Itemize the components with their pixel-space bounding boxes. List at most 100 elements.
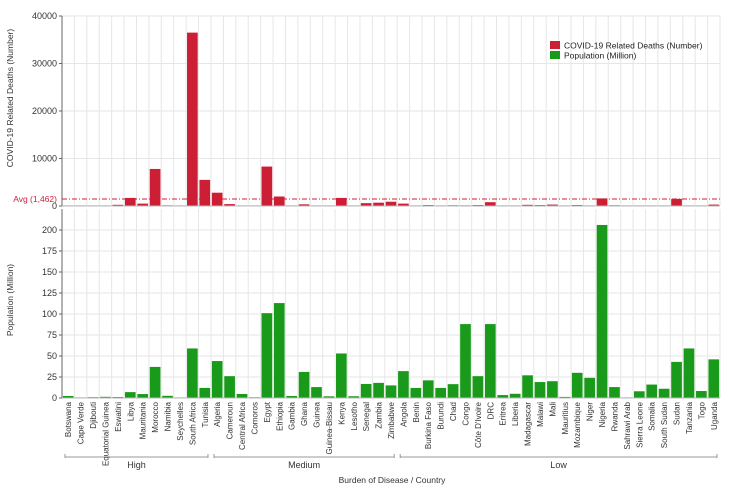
- population-bar-23: [348, 396, 360, 398]
- x-tick-label: Uganda: [710, 401, 719, 430]
- y-tick-deaths: 20000: [32, 106, 57, 116]
- x-tick-label: Benin: [412, 402, 421, 422]
- x-tick-label: Seychelles: [176, 402, 185, 441]
- deaths-bar-13: [224, 204, 235, 206]
- x-tick-label: Sudan: [673, 402, 682, 425]
- x-tick-label: Togo: [697, 401, 706, 419]
- population-bar-35: [497, 395, 509, 398]
- population-bar-31: [447, 384, 459, 398]
- y-tick-deaths: 30000: [32, 59, 57, 69]
- population-bar-22: [336, 353, 347, 398]
- y-tick-population: 175: [42, 246, 57, 256]
- population-bar-48: [658, 388, 670, 398]
- x-tick-label: Somalia: [648, 401, 657, 430]
- population-bar-42: [584, 377, 595, 398]
- population-bar-26: [385, 385, 397, 398]
- x-tick-label: Côte D'Ivoire: [474, 401, 483, 448]
- y-tick-population: 75: [47, 330, 57, 340]
- population-bar-41: [571, 372, 583, 398]
- x-tick-label: Tunisia: [201, 401, 210, 427]
- population-bar-52: [708, 359, 720, 398]
- x-tick-label: Lesotho: [350, 401, 359, 430]
- population-bar-33: [472, 376, 484, 398]
- x-tick-label: Gambia: [288, 401, 297, 430]
- population-bar-47: [646, 384, 658, 398]
- average-label: Avg (1,462): [13, 194, 57, 204]
- population-bar-12: [211, 361, 223, 398]
- x-tick-label: Mauritania: [139, 401, 148, 439]
- population-bar-49: [671, 361, 682, 398]
- x-tick-label: Namibia: [164, 401, 173, 431]
- x-tick-label: Burundi: [437, 402, 446, 430]
- x-tick-label: Eritrea: [499, 401, 508, 425]
- population-bar-37: [522, 375, 533, 398]
- x-tick-label: Morocco: [151, 401, 160, 432]
- deaths-bar-26: [385, 201, 397, 206]
- x-tick-label: Ghana: [300, 401, 309, 426]
- population-bar-25: [373, 382, 384, 398]
- x-axis-title: Burden of Disease / Country: [339, 475, 447, 485]
- deaths-bar-5: [124, 197, 136, 206]
- deaths-bar-10: [187, 32, 198, 206]
- population-bar-40: [559, 396, 571, 398]
- x-tick-label: DRC: [486, 402, 495, 420]
- x-tick-label: Zambia: [375, 401, 384, 428]
- x-tick-label: South Africa: [188, 401, 197, 445]
- population-bar-14: [236, 393, 248, 398]
- population-bar-5: [124, 392, 136, 398]
- x-tick-label: Burkina Faso: [424, 401, 433, 449]
- x-tick-label: Niger: [586, 402, 595, 421]
- population-bar-28: [410, 387, 422, 398]
- population-bar-10: [187, 348, 198, 398]
- x-tick-label: Sahrawi Arab: [623, 401, 632, 449]
- population-bar-24: [360, 383, 372, 398]
- deaths-bar-34: [484, 202, 496, 206]
- y-tick-population: 150: [42, 267, 57, 277]
- y-tick-population: 200: [42, 225, 57, 235]
- deaths-bar-7: [149, 168, 161, 206]
- population-bar-20: [311, 387, 322, 398]
- population-bar-3: [100, 396, 111, 398]
- deaths-bar-37: [522, 204, 533, 206]
- legend-label-population: Population (Million): [564, 51, 636, 61]
- x-tick-label: Chad: [449, 402, 458, 421]
- deaths-bar-43: [596, 198, 608, 206]
- deaths-bar-6: [137, 203, 149, 206]
- population-bar-8: [162, 395, 173, 398]
- population-bar-32: [460, 324, 471, 398]
- population-bar-29: [422, 380, 434, 398]
- y-tick-deaths: 40000: [32, 11, 57, 21]
- population-bar-43: [596, 224, 608, 398]
- x-tick-label: Cape Verde: [77, 401, 86, 444]
- population-bar-34: [484, 324, 496, 398]
- population-bar-16: [261, 313, 273, 398]
- population-bar-13: [224, 376, 235, 398]
- deaths-bar-4: [112, 204, 124, 206]
- deaths-bar-19: [298, 204, 310, 206]
- x-tick-label: Kenya: [337, 401, 346, 424]
- x-tick-label: Mauritius: [561, 402, 570, 434]
- x-tick-label: Central Africa: [238, 401, 247, 450]
- population-bar-50: [683, 348, 695, 398]
- deaths-bar-12: [211, 192, 223, 206]
- x-tick-label: Nigeria: [598, 401, 607, 427]
- x-tick-label: Guinea: [313, 401, 322, 427]
- y-tick-population: 0: [52, 393, 57, 403]
- x-tick-label: Libya: [126, 401, 135, 421]
- population-bar-17: [273, 303, 285, 398]
- x-tick-label: Equatorial Guinea: [101, 401, 110, 466]
- x-tick-label: Ethiopia: [275, 401, 284, 430]
- x-tick-label: Djibouti: [89, 402, 98, 429]
- population-bar-19: [298, 371, 310, 398]
- x-tick-label: Angola: [399, 401, 408, 426]
- deaths-bar-11: [199, 179, 211, 206]
- x-tick-label: Tanzania: [685, 401, 694, 434]
- x-tick-label: Congo: [461, 401, 470, 425]
- x-tick-label: Cameroun: [226, 402, 235, 439]
- legend-label-deaths: COVID-19 Related Deaths (Number): [564, 41, 703, 51]
- population-bar-11: [199, 387, 211, 398]
- population-bar-36: [509, 393, 521, 398]
- x-tick-label: Comoros: [250, 402, 259, 434]
